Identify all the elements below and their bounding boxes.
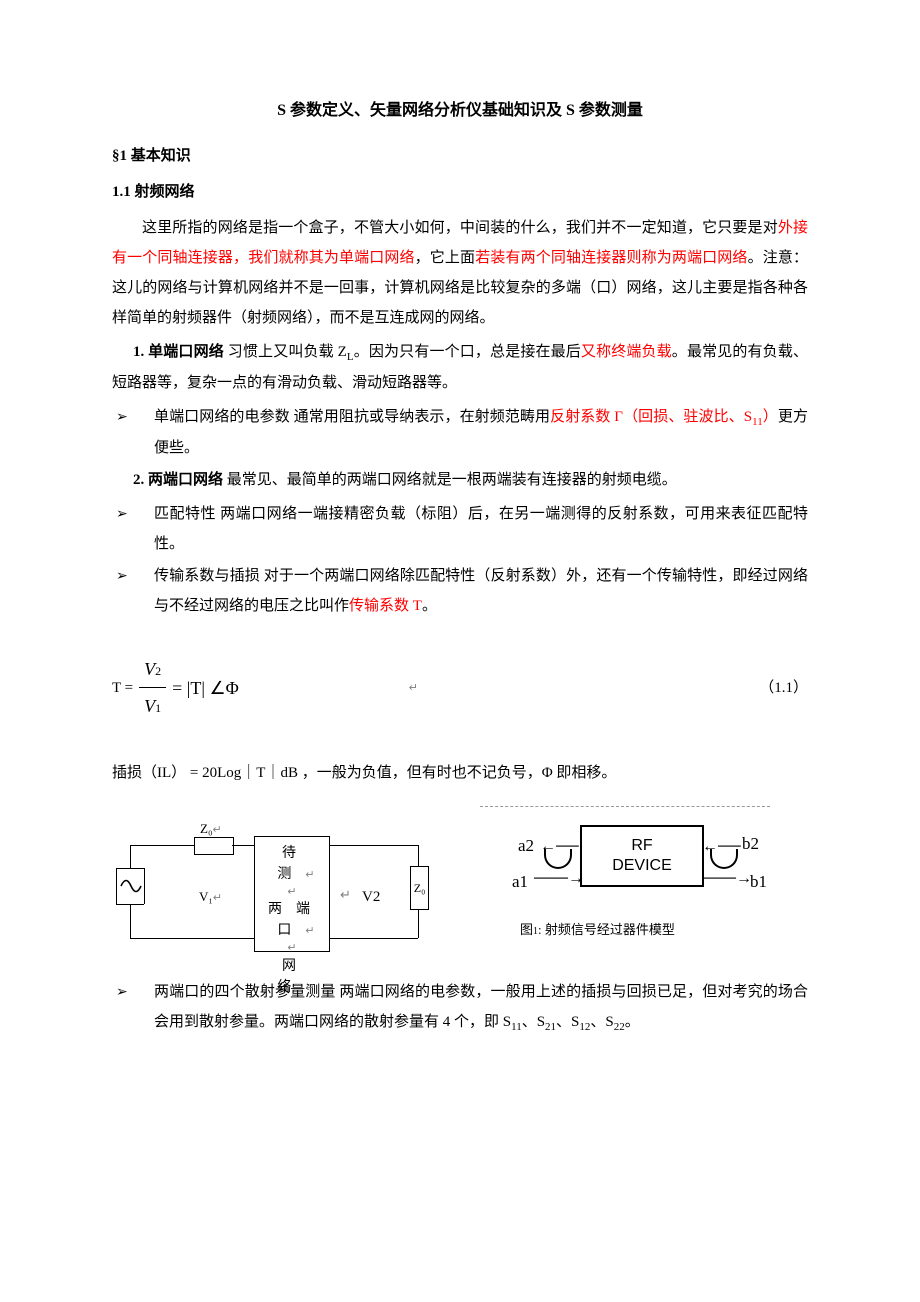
- rf-bot: DEVICE: [612, 856, 672, 876]
- figure-1-caption: 图1: 射频信号经过器件模型: [520, 917, 675, 943]
- rf-top: RF: [631, 836, 652, 856]
- item1-a: 习惯上又叫负载 Z: [224, 344, 347, 360]
- eq-lhs: T =: [112, 673, 133, 703]
- equation-1-1: T = V2 V1 = |T| ∠Φ ↵ （1.1）: [112, 651, 808, 724]
- eq-num-sub: 2: [155, 664, 161, 678]
- b4-s21: 21: [545, 1021, 556, 1033]
- item2-body: 最常见、最简单的两端口网络就是一根两端装有连接器的射频电缆。: [223, 472, 677, 488]
- b4-s12: 12: [579, 1021, 590, 1033]
- b1-a: 单端口网络的电参数 通常用阻抗或导纳表示，在射频范畴用: [154, 409, 550, 425]
- b4-s22: 22: [614, 1021, 625, 1033]
- item1-sub: L: [347, 351, 354, 363]
- dut-line-2: 两端口↵: [255, 899, 329, 941]
- bullet-4: ➢ 两端口的四个散射参量测量 两端口网络的电参数，一般用上述的插损与回损已足，但…: [112, 977, 808, 1038]
- bullet-marker-icon: ➢: [112, 977, 154, 1005]
- item1-red: 又称终端负载: [581, 344, 672, 360]
- page: S 参数定义、矢量网络分析仪基础知识及 S 参数测量 §1 基本知识 1.1 射…: [0, 0, 920, 1090]
- dut-ret-1: ↵: [255, 885, 329, 899]
- bullet-2-text: 匹配特性 两端口网络一端接精密负载（标阻）后，在另一端测得的反射系数，可用来表征…: [154, 499, 808, 559]
- bullet-marker-icon: ➢: [112, 402, 154, 430]
- item2-head: 2. 两端口网络: [133, 472, 223, 488]
- b1-sub: 11: [752, 416, 763, 428]
- p1-text-b: ，它上面: [415, 250, 476, 266]
- eq-den-sub: 1: [155, 701, 161, 715]
- eq-num-v: V: [144, 659, 155, 679]
- b2-label: b2: [742, 827, 759, 861]
- b1-label: b1: [750, 865, 767, 899]
- dut-ret-2: ↵: [255, 941, 329, 955]
- dut-line-3: 网 络↵: [255, 956, 329, 998]
- bullet-1: ➢ 单端口网络的电参数 通常用阻抗或导纳表示，在射频范畴用反射系数 Γ（回损、驻…: [112, 402, 808, 463]
- bullet-2: ➢ 匹配特性 两端口网络一端接精密负载（标阻）后，在另一端测得的反射系数，可用来…: [112, 499, 808, 559]
- bullet-marker-icon: ➢: [112, 499, 154, 527]
- section-1-1-heading: 1.1 射频网络: [112, 177, 808, 207]
- bullet-4-text: 两端口的四个散射参量测量 两端口网络的电参数，一般用上述的插损与回损已足，但对考…: [154, 977, 808, 1038]
- eq-den-v: V: [144, 696, 155, 716]
- p1-red-2: 若装有两个同轴连接器则称为两端口网络: [475, 250, 747, 266]
- bullet-marker-icon: ➢: [112, 561, 154, 589]
- a1-label: a1: [512, 865, 528, 899]
- eq-fraction: V2 V1: [139, 651, 166, 724]
- b3-r: 传输系数 T: [349, 598, 422, 614]
- bullet-3-text: 传输系数与插损 对于一个两端口网络除匹配特性（反射系数）外，还有一个传输特性，即…: [154, 561, 808, 621]
- bullet-3: ➢ 传输系数与插损 对于一个两端口网络除匹配特性（反射系数）外，还有一个传输特性…: [112, 561, 808, 621]
- p1-text-a: 这里所指的网络是指一个盒子，不管大小如何，中间装的什么，我们并不一定知道，它只要…: [142, 220, 778, 236]
- item1-head: 1. 单端口网络: [133, 344, 224, 360]
- item-1: 1. 单端口网络 习惯上又叫负载 ZL。因为只有一个口，总是接在最后又称终端负载…: [112, 337, 808, 398]
- dut-line-1: 待 测↵: [255, 843, 329, 885]
- item1-b: 。因为只有一个口，总是接在最后: [354, 344, 581, 360]
- z0-top-label: Z₀↵: [200, 816, 222, 842]
- b4-s11: 11: [511, 1021, 522, 1033]
- b3-a: 传输系数与插损 对于一个两端口网络除匹配特性（反射系数）外，还有一个传输特性，即…: [154, 568, 808, 614]
- eq-number: （1.1）: [759, 673, 808, 703]
- eq-return-icon: ↵: [409, 677, 418, 699]
- il-line: 插损（IL） = 20Log｜T｜dB ，一般为负值，但有时也不记负号，Φ 即相…: [112, 758, 808, 788]
- paragraph-1: 这里所指的网络是指一个盒子，不管大小如何，中间装的什么，我们并不一定知道，它只要…: [112, 213, 808, 333]
- load-z0: Z₀: [410, 866, 429, 910]
- section-1-heading: §1 基本知识: [112, 141, 808, 171]
- bullet-1-text: 单端口网络的电参数 通常用阻抗或导纳表示，在射频范畴用反射系数 Γ（回损、驻波比…: [154, 402, 808, 463]
- eq-rhs: = |T| ∠Φ: [172, 670, 239, 706]
- source-symbol: [116, 868, 146, 904]
- rf-device-diagram: RF DEVICE a2 ←── a1 ───→ ←── b2 ───→ b1 …: [480, 806, 770, 963]
- dut-box: 待 测↵ ↵ 两端口↵ ↵ 网 络↵: [254, 836, 330, 952]
- item-2: 2. 两端口网络 最常见、最简单的两端口网络就是一根两端装有连接器的射频电缆。: [112, 465, 808, 495]
- v2-label: V2: [362, 882, 380, 912]
- circuit-diagram: Z₀↵ V₁↵: [112, 806, 442, 961]
- figure-1: Z₀↵ V₁↵: [112, 806, 808, 963]
- b4-end: 。: [625, 1014, 640, 1030]
- b3-b: 。: [422, 598, 437, 614]
- b4-a: 两端口的四个散射参量测量 两端口网络的电参数，一般用上述的插损与回损已足，但对考…: [154, 984, 808, 1030]
- document-title: S 参数定义、矢量网络分析仪基础知识及 S 参数测量: [112, 95, 808, 127]
- v2-ret-icon: ↵: [340, 882, 351, 908]
- rf-device-box: RF DEVICE: [580, 825, 704, 887]
- b1-r2: ）: [763, 409, 778, 425]
- v1-label: V₁↵: [199, 884, 222, 910]
- a2-label: a2: [518, 829, 534, 863]
- b1-r: 反射系数 Γ（回损、驻波比、S: [550, 409, 752, 425]
